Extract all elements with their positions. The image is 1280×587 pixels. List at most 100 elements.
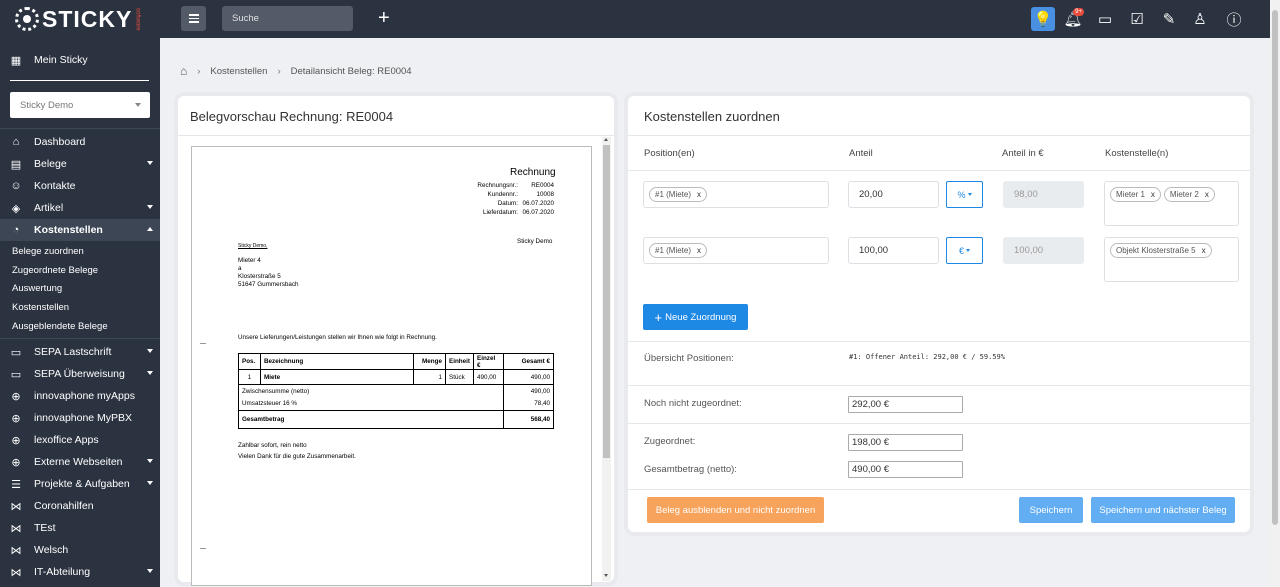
assigned-field: 198,00 € [848, 434, 963, 451]
unit-dropdown-button[interactable]: % [946, 181, 983, 208]
sidebar-item-kontakte[interactable]: ☺ Kontakte [10, 180, 76, 192]
divider [10, 80, 149, 81]
invoice-table: Pos. Bezeichnung Menge Einheit Einzel € … [238, 353, 554, 429]
pencil-icon[interactable]: ✎ [1162, 11, 1176, 28]
card-icon: ▭ [10, 346, 22, 359]
new-assignment-button[interactable]: + Neue Zuordnung [643, 304, 748, 330]
position-select[interactable]: #1 (Miete) x [643, 237, 829, 264]
plus-icon: + [654, 309, 663, 325]
notification-badge: 9+ [1073, 8, 1084, 16]
sidebar-item-sepa-ueberweisung[interactable]: ▭ SEPA Überweisung [0, 363, 160, 385]
assign-title: Kostenstellen zuordnen [644, 109, 780, 124]
pie-chart-icon: ◔ [12, 224, 20, 236]
total-label: Gesamtbetrag (netto): [644, 464, 737, 475]
anteil-euro-field: 100,00 [1003, 237, 1084, 264]
sidebar-subitem-auswertung[interactable]: Auswertung [12, 283, 63, 294]
globe-icon: ⊕ [11, 434, 21, 447]
chevron-down-icon [147, 569, 153, 573]
checkbox-icon[interactable]: ☑ [1130, 11, 1144, 28]
user-icon[interactable]: ♙ [1193, 11, 1207, 28]
preview-scrollbar[interactable] [602, 137, 611, 581]
col-kostenstellen: Kostenstelle(n) [1105, 148, 1169, 159]
breadcrumb-kostenstellen[interactable]: Kostenstellen [210, 65, 268, 77]
tenant-select[interactable]: Sticky Demo [10, 92, 150, 118]
sidebar-subitem-belege-zuordnen[interactable]: Belege zuordnen [12, 246, 84, 257]
anteil-input[interactable]: 100,00 [848, 237, 939, 264]
sidebar-item-dashboard[interactable]: ⌂ Dashboard [0, 131, 160, 153]
preview-title: Belegvorschau Rechnung: RE0004 [190, 109, 394, 124]
share-icon: ⋈ [10, 522, 22, 535]
share-icon: ⋈ [10, 500, 22, 513]
globe-icon: ⊕ [11, 456, 21, 469]
sidebar-subitem-zugeordnete-belege[interactable]: Zugeordnete Belege [12, 265, 99, 276]
anteil-input[interactable]: 20,00 [848, 181, 939, 208]
not-assigned-label: Noch nicht zugeordnet: [644, 398, 742, 409]
sidebar-item-innovaphone-mypbx[interactable]: ⊕ innovaphone MyPBX [0, 407, 160, 429]
box-icon: ◈ [11, 202, 21, 215]
col-anteil: Anteil [849, 148, 873, 159]
menu-toggle-button[interactable] [181, 6, 206, 31]
chevron-down-icon [147, 459, 153, 463]
breadcrumb: ⌂ › Kostenstellen › Detailansicht Beleg:… [180, 64, 412, 78]
doc-heading: Rechnung [510, 167, 556, 178]
lightbulb-icon[interactable]: 💡 [1031, 7, 1055, 31]
close-icon[interactable]: x [1201, 246, 1206, 255]
globe-icon: ⊕ [11, 390, 21, 403]
share-icon: ⋈ [10, 566, 22, 579]
sidebar-item-coronahilfen[interactable]: ⋈ Coronahilfen [10, 500, 94, 513]
search-input[interactable] [222, 6, 353, 31]
arrow-down-icon[interactable] [604, 574, 608, 577]
logo[interactable]: STICKY software [15, 6, 140, 32]
chevron-down-icon [135, 103, 141, 107]
document-preview[interactable]: Rechnung Rechnungsnr.: RE0004 Kundennr.:… [191, 146, 592, 586]
save-next-button[interactable]: Speichern und nächster Beleg [1091, 497, 1235, 523]
sidebar-subitem-kostenstellen[interactable]: Kostenstellen [12, 302, 70, 313]
bell-icon[interactable]: 🔔︎ 9+ [1063, 8, 1084, 28]
sidebar-subitem-ausgeblendete-belege[interactable]: Ausgeblendete Belege [12, 321, 108, 332]
sidebar-item-belege[interactable]: ▤ Belege [0, 153, 160, 175]
save-button[interactable]: Speichern [1019, 497, 1083, 523]
sidebar-item-mein-sticky[interactable]: ▦ Mein Sticky [10, 54, 88, 67]
globe-icon: ⊕ [11, 412, 21, 425]
chat-icon[interactable]: ▭ [1097, 11, 1113, 28]
sidebar-item-it-abteilung[interactable]: ⋈ IT-Abteilung [0, 561, 160, 583]
sidebar-item-sepa-lastschrift[interactable]: ▭ SEPA Lastschrift [0, 341, 160, 363]
hide-document-button[interactable]: Beleg ausblenden und nicht zuordnen [647, 497, 824, 523]
sidebar-item-externe-webseiten[interactable]: ⊕ Externe Webseiten [0, 451, 160, 473]
not-assigned-field: 292,00 € [848, 396, 963, 413]
position-select[interactable]: #1 (Miete) x [643, 181, 829, 208]
sidebar-item-innovaphone-myapps[interactable]: ⊕ innovaphone myApps [0, 385, 160, 407]
share-icon: ⋈ [10, 544, 22, 557]
dashboard-icon: ⌂ [12, 136, 20, 148]
chevron-down-icon [147, 205, 153, 209]
close-icon[interactable]: x [697, 246, 702, 255]
sidebar-item-kostenstellen[interactable]: ◔ Kostenstellen [0, 219, 160, 241]
add-button[interactable]: + [378, 7, 390, 29]
sidebar-item-projekte-aufgaben[interactable]: ☰ Projekte & Aufgaben [0, 473, 160, 495]
position-tag: #1 (Miete) x [649, 243, 708, 258]
sidebar-item-test[interactable]: ⋈ TEst [10, 522, 56, 535]
close-icon[interactable]: x [1150, 190, 1155, 199]
sidebar-item-welsch[interactable]: ⋈ Welsch [10, 544, 69, 557]
page-scrollbar[interactable] [1270, 0, 1280, 587]
chevron-right-icon: › [277, 65, 281, 77]
home-icon[interactable]: ⌂ [180, 64, 188, 78]
chevron-down-icon [147, 161, 153, 165]
divider [0, 128, 160, 129]
help-icon[interactable]: ⓘ [1226, 11, 1242, 29]
assigned-label: Zugeordnet: [644, 436, 696, 447]
breadcrumb-current: Detailansicht Beleg: RE0004 [290, 65, 412, 77]
sidebar-item-lexoffice-apps[interactable]: ⊕ lexoffice Apps [0, 429, 160, 451]
divider [0, 338, 160, 339]
sidebar-item-artikel[interactable]: ◈ Artikel [0, 197, 160, 219]
close-icon[interactable]: x [697, 190, 702, 199]
arrow-up-icon[interactable] [604, 138, 608, 141]
sidebar: STICKY software ▦ Mein Sticky Sticky Dem… [0, 0, 160, 587]
chevron-down-icon [147, 371, 153, 375]
close-icon[interactable]: x [1204, 190, 1209, 199]
unit-dropdown-button[interactable]: € [946, 237, 983, 264]
